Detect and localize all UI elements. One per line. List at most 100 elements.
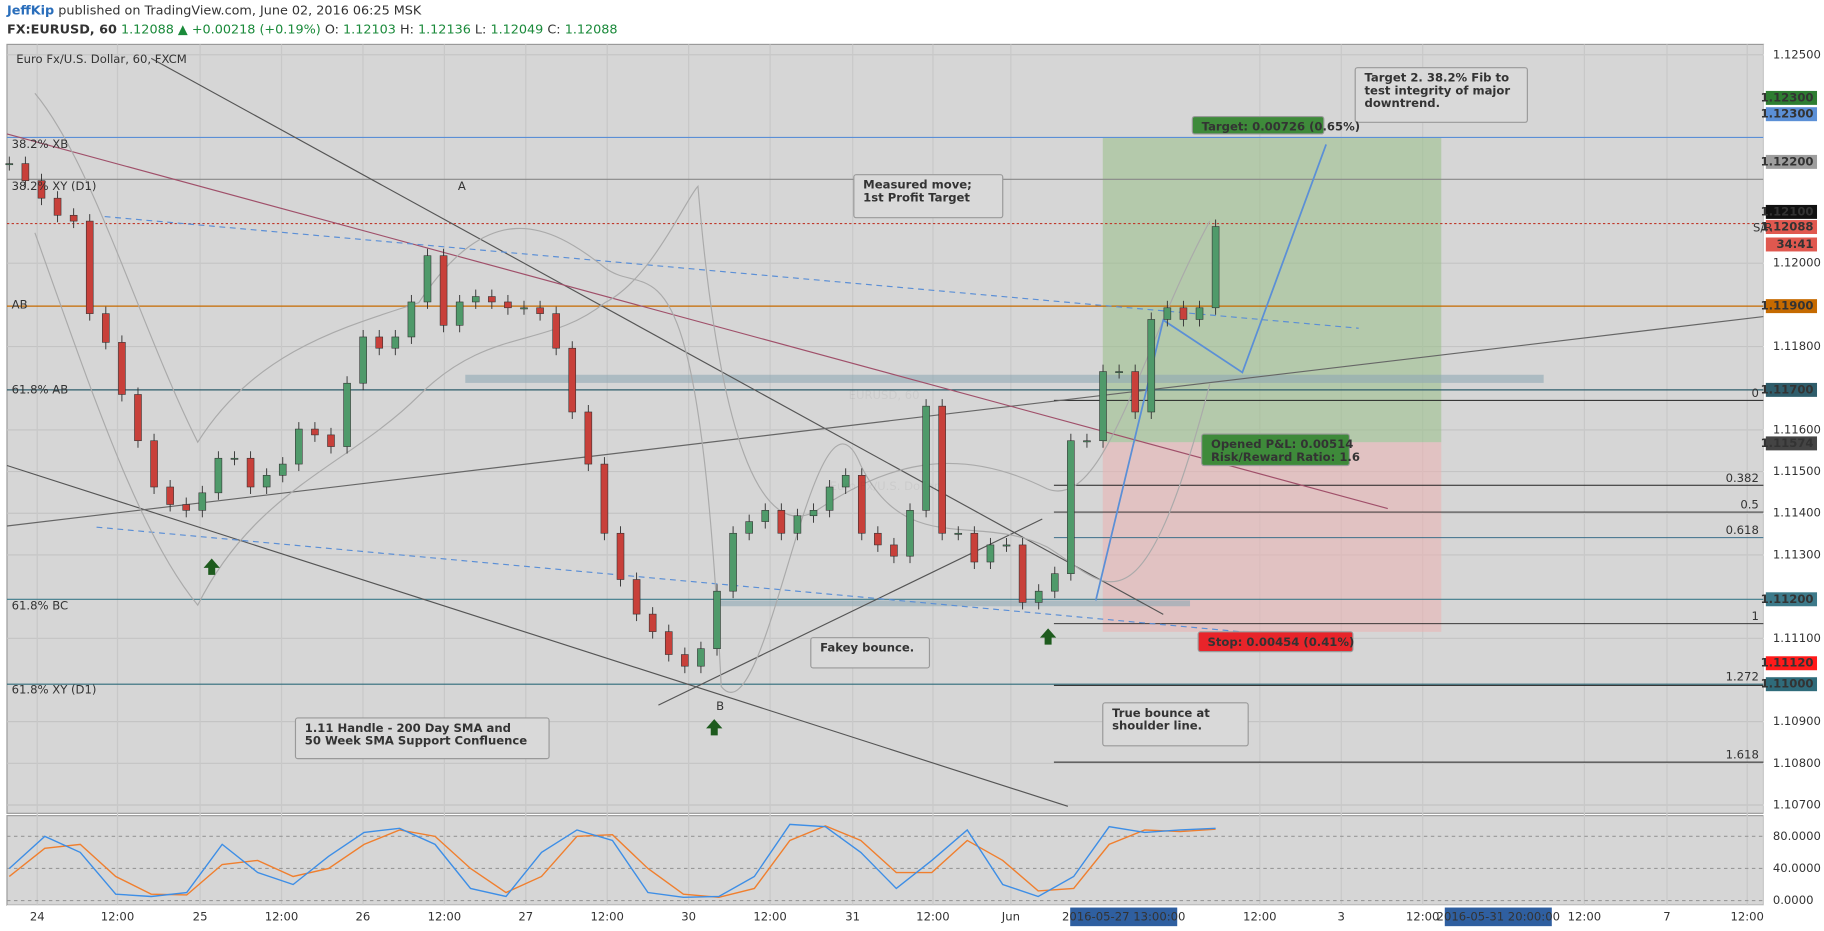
candle <box>1115 371 1123 374</box>
candle <box>568 347 577 413</box>
candle <box>1131 371 1139 413</box>
ohlc-label: L: <box>475 22 486 37</box>
published: published on TradingView.com, June 02, 2… <box>58 3 422 18</box>
point-label: B <box>716 699 724 713</box>
zone-band <box>715 600 1191 607</box>
candle <box>375 336 384 349</box>
dashed-line <box>104 215 1359 329</box>
candle <box>1067 440 1075 574</box>
annotation-box <box>294 717 550 760</box>
candle <box>1211 226 1220 309</box>
annotation-box <box>1201 433 1350 467</box>
candle <box>1147 319 1156 413</box>
annotation-text: Stop: 0.00454 (0.41%) <box>1207 635 1354 649</box>
annotation-box <box>1354 67 1528 123</box>
up-arrow <box>706 719 723 736</box>
time-label: 24 <box>30 909 45 923</box>
point-label: A <box>458 179 466 193</box>
watermark: EURUSD, 60 <box>849 388 920 402</box>
price-badge-label: 1.11000 <box>1761 677 1814 691</box>
price-tick-label: 1.10700 <box>1773 797 1821 811</box>
annotation-text: 1st Profit Target <box>863 190 970 204</box>
level-label: 61.8% XY (D1) <box>12 683 97 697</box>
annotation-text: 1.11 Handle - 200 Day SMA and <box>305 721 511 735</box>
time-label: 12:00 <box>428 909 462 923</box>
osc-tick-label: 80.0000 <box>1773 829 1821 843</box>
dashed-line <box>96 526 1357 643</box>
time-label: 2016-05-27 13:00:00 <box>1062 909 1185 923</box>
ohlc-label: C: <box>547 22 560 37</box>
osc-tick-label: 40.0000 <box>1773 861 1821 875</box>
fib-label: 1 <box>1751 609 1758 623</box>
fib-label: 0.618 <box>1726 523 1759 537</box>
candle <box>85 220 94 314</box>
trend-line <box>150 57 1164 615</box>
price-badge-label: 1.11574 <box>1761 436 1814 450</box>
candle <box>150 440 158 488</box>
candle <box>166 486 174 505</box>
annotation-box <box>853 174 1004 219</box>
candle <box>278 463 287 476</box>
candle <box>37 180 46 199</box>
candle <box>21 163 30 181</box>
candle <box>198 492 207 511</box>
drawings <box>6 57 1764 807</box>
candle <box>327 434 335 447</box>
time-label: 12:00 <box>590 909 624 923</box>
header-line: JeffKip published on TradingView.com, Ju… <box>6 3 422 18</box>
price-badge <box>1765 677 1818 692</box>
price-badge-label: 1.11700 <box>1761 382 1814 396</box>
candle <box>552 313 560 349</box>
candle <box>439 255 448 326</box>
price-badge <box>1765 436 1818 451</box>
candle <box>664 631 673 655</box>
annotation-box <box>1102 702 1249 747</box>
candle <box>906 510 914 557</box>
price-axis <box>1763 44 1824 906</box>
bollinger-band <box>34 92 1211 693</box>
price-tick-label: 1.12500 <box>1773 47 1821 61</box>
price-tick-label: 1.11300 <box>1773 547 1821 561</box>
time-label: 2016-05-31 20:00:00 <box>1437 909 1560 923</box>
candle <box>407 301 416 338</box>
fib-lines <box>1053 399 1764 763</box>
annotation-text: Measured move; <box>863 178 972 192</box>
osc-line <box>8 825 1216 899</box>
candle <box>1018 544 1027 603</box>
candle <box>536 307 544 314</box>
price-badge <box>1765 237 1818 252</box>
price-badge <box>1765 154 1818 169</box>
projection-arrow <box>1094 144 1327 601</box>
fib-label: 0.5 <box>1740 498 1759 512</box>
candle <box>359 336 367 384</box>
chart-title: Euro Fx/U.S. Dollar, 60, FXCM <box>16 52 186 66</box>
time-label: 27 <box>518 909 533 923</box>
price-tick-label: 1.11600 <box>1773 422 1821 436</box>
time-label: 12:00 <box>753 909 787 923</box>
point-label: S/R <box>1753 221 1772 235</box>
price-tick-label: 1.12000 <box>1773 256 1821 270</box>
price-tick-label: 1.11800 <box>1773 339 1821 353</box>
candle <box>1050 573 1059 592</box>
candle <box>343 382 351 447</box>
candle <box>600 463 609 534</box>
time-label: 31 <box>845 909 860 923</box>
annotation-text: Opened P&L: 0.00514 <box>1211 437 1353 451</box>
trend-line <box>6 464 1069 807</box>
candle <box>504 301 512 309</box>
candle <box>857 475 866 534</box>
candle <box>311 428 319 436</box>
candle <box>1163 307 1172 320</box>
annotation-box <box>810 637 931 669</box>
stop-zone <box>1102 442 1442 632</box>
candle <box>874 532 882 546</box>
price-tick-label: 1.11500 <box>1773 464 1821 478</box>
annotation-box <box>1191 115 1325 135</box>
candle <box>134 394 142 442</box>
candle <box>632 579 641 615</box>
candle <box>423 255 432 303</box>
annotation-text: Fakey bounce. <box>820 641 914 655</box>
time-label: 3 <box>1338 909 1345 923</box>
time-label: 12:00 <box>1730 909 1764 923</box>
